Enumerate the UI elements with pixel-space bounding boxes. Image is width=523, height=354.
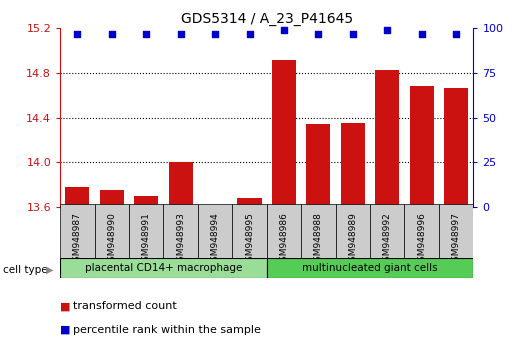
Bar bbox=[404, 204, 439, 258]
Text: cell type: cell type bbox=[3, 265, 47, 275]
Point bbox=[452, 31, 460, 36]
Text: GSM948996: GSM948996 bbox=[417, 212, 426, 267]
Text: GSM948995: GSM948995 bbox=[245, 212, 254, 267]
Bar bbox=[272, 59, 296, 354]
Text: GSM948993: GSM948993 bbox=[176, 212, 185, 267]
Text: ■: ■ bbox=[60, 301, 71, 311]
Point bbox=[73, 31, 82, 36]
Text: GSM948987: GSM948987 bbox=[73, 212, 82, 267]
Text: multinucleated giant cells: multinucleated giant cells bbox=[302, 263, 438, 273]
Point bbox=[108, 31, 116, 36]
Bar bbox=[163, 204, 198, 258]
Bar bbox=[95, 204, 129, 258]
Bar bbox=[232, 204, 267, 258]
Text: ■: ■ bbox=[60, 325, 71, 335]
Bar bbox=[410, 86, 434, 354]
Bar bbox=[341, 123, 365, 354]
Bar bbox=[60, 204, 95, 258]
Text: percentile rank within the sample: percentile rank within the sample bbox=[73, 325, 261, 335]
Title: GDS5314 / A_23_P41645: GDS5314 / A_23_P41645 bbox=[180, 12, 353, 26]
Text: GSM948990: GSM948990 bbox=[107, 212, 116, 267]
Bar bbox=[306, 124, 331, 354]
Bar bbox=[198, 204, 232, 258]
Bar bbox=[444, 87, 468, 354]
Bar bbox=[439, 204, 473, 258]
Bar bbox=[267, 258, 473, 278]
Text: transformed count: transformed count bbox=[73, 301, 177, 311]
Point bbox=[176, 31, 185, 36]
Text: GSM948989: GSM948989 bbox=[348, 212, 357, 267]
Point bbox=[383, 27, 391, 33]
Point bbox=[417, 31, 426, 36]
Bar bbox=[237, 198, 262, 354]
Point bbox=[280, 27, 288, 33]
Bar bbox=[129, 204, 163, 258]
Text: GSM948986: GSM948986 bbox=[279, 212, 289, 267]
Bar bbox=[100, 190, 124, 354]
Point bbox=[314, 31, 323, 36]
Point bbox=[349, 31, 357, 36]
Text: GSM948994: GSM948994 bbox=[211, 212, 220, 267]
Point bbox=[142, 31, 151, 36]
Text: GSM948988: GSM948988 bbox=[314, 212, 323, 267]
Text: placental CD14+ macrophage: placental CD14+ macrophage bbox=[85, 263, 242, 273]
Bar bbox=[375, 70, 399, 354]
Text: ▶: ▶ bbox=[46, 265, 53, 275]
Text: GSM948991: GSM948991 bbox=[142, 212, 151, 267]
Bar bbox=[168, 162, 192, 354]
Point bbox=[211, 31, 219, 36]
Bar bbox=[60, 258, 267, 278]
Text: GSM948992: GSM948992 bbox=[383, 212, 392, 267]
Bar bbox=[336, 204, 370, 258]
Bar bbox=[134, 196, 158, 354]
Text: GSM948997: GSM948997 bbox=[451, 212, 461, 267]
Bar bbox=[203, 210, 227, 354]
Bar bbox=[65, 187, 89, 354]
Point bbox=[245, 31, 254, 36]
Bar bbox=[370, 204, 404, 258]
Bar bbox=[267, 204, 301, 258]
Bar bbox=[301, 204, 336, 258]
